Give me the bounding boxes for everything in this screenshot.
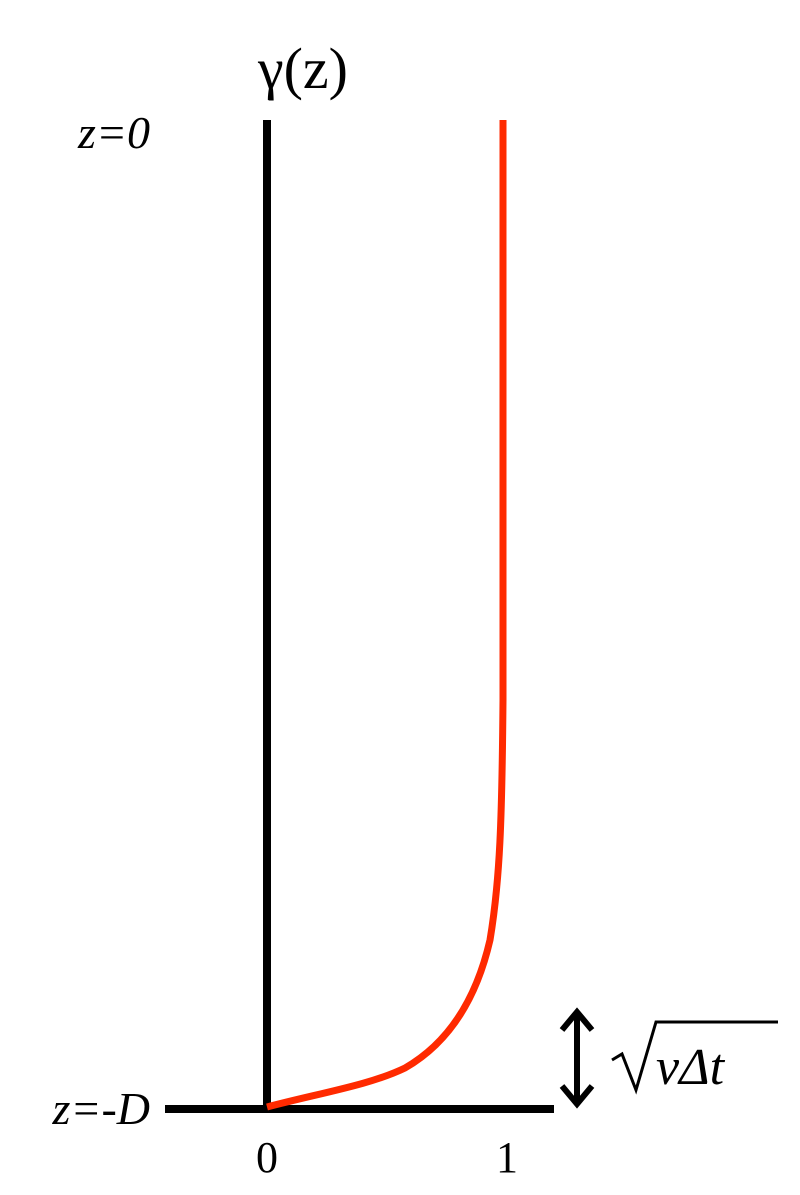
top-label: z=0 [77, 107, 150, 158]
profile-curve [266, 120, 507, 1111]
title: γ(z) [257, 36, 348, 101]
radical-sign [611, 1020, 778, 1095]
double-arrow [559, 1007, 595, 1109]
x-label: 0 [256, 1133, 278, 1182]
annotation: νΔt [656, 1039, 726, 1096]
bottom-label: z=-D [52, 1083, 150, 1134]
x-label: 1 [496, 1133, 518, 1182]
